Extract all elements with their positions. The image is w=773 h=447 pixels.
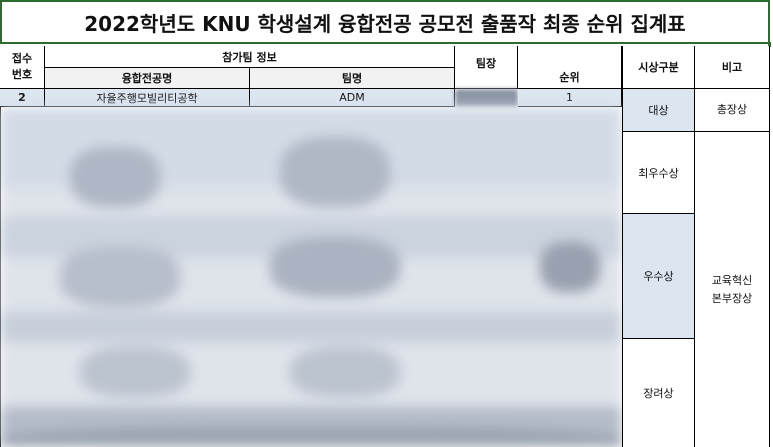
header-receipt-number: 접수 번호 — [0, 46, 45, 89]
award-grand-prize[interactable]: 대상 — [622, 89, 695, 132]
header-award-category-label: 시상구분 — [638, 61, 679, 74]
row1-receipt-value: 2 — [18, 91, 26, 104]
remark-president-award[interactable]: 총장상 — [695, 89, 770, 132]
header-leader-label: 팀장 — [475, 57, 497, 70]
award-excellence[interactable]: 우수상 — [622, 214, 695, 339]
row1-team-name[interactable]: ADM — [250, 89, 455, 107]
header-major-name: 융합전공명 — [45, 68, 250, 89]
header-team-name: 팀명 — [250, 68, 455, 89]
award-top-excellence[interactable]: 최우수상 — [622, 132, 695, 214]
header-team-info-label: 참가팀 정보 — [222, 50, 277, 64]
remark-president-award-label: 총장상 — [716, 103, 748, 116]
redacted-table-body — [0, 107, 622, 447]
cell-selection-handle[interactable] — [768, 42, 771, 47]
header-major-name-label: 융합전공명 — [121, 72, 173, 85]
row1-major-name-value: 자율주행모빌리티공학 — [96, 91, 198, 105]
header-award-category: 시상구분 — [622, 46, 695, 89]
row1-team-name-value: ADM — [339, 91, 365, 104]
header-team-info: 참가팀 정보 — [45, 46, 455, 68]
header-team-name-label: 팀명 — [341, 72, 363, 85]
header-rank-label: 순위 — [559, 71, 580, 84]
sheet-title-box: 2022학년도 KNU 학생설계 융합전공 공모전 출품작 최종 순위 집계표 — [0, 0, 771, 47]
award-encouragement[interactable]: 장려상 — [622, 339, 695, 447]
header-remarks: 비고 — [695, 46, 770, 89]
award-excellence-label: 우수상 — [643, 270, 674, 283]
award-encouragement-label: 장려상 — [643, 387, 674, 400]
award-top-excellence-label: 최우수상 — [638, 166, 679, 180]
award-grand-prize-label: 대상 — [648, 104, 669, 117]
row1-rank-value: 1 — [566, 91, 573, 104]
row1-receipt-number[interactable]: 2 — [0, 89, 45, 107]
remark-shared-line2: 본부장상 — [711, 291, 753, 305]
header-remarks-label: 비고 — [721, 61, 743, 74]
row1-leader-redacted — [455, 89, 518, 107]
header-leader: 팀장 — [455, 46, 518, 89]
row1-rank[interactable]: 1 — [518, 89, 622, 107]
remark-shared-line1: 교육혁신 — [711, 273, 753, 287]
sheet-title: 2022학년도 KNU 학생설계 융합전공 공모전 출품작 최종 순위 집계표 — [84, 11, 686, 36]
row1-major-name[interactable]: 자율주행모빌리티공학 — [45, 89, 250, 107]
header-receipt-line2: 번호 — [11, 68, 33, 81]
header-receipt-line1: 접수 — [11, 52, 33, 65]
header-rank: 순위 — [518, 46, 622, 89]
remark-shared-award[interactable]: 교육혁신 본부장상 — [695, 132, 770, 447]
